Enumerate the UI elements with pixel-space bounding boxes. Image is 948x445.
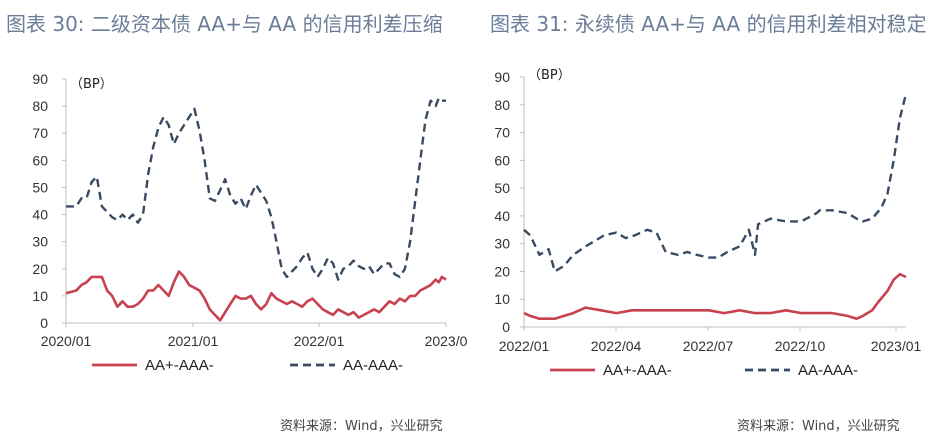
y-tick-label: 50: [494, 180, 510, 196]
y-tick-label: 50: [32, 179, 48, 195]
y-tick-label: 20: [494, 263, 510, 279]
y-tick-label: 0: [502, 319, 510, 335]
legend-label: AA+-AAA-: [603, 362, 672, 379]
y-tick-label: 40: [494, 208, 510, 224]
x-tick-label: 2022/07: [683, 338, 734, 354]
chart-left: 0 10 20 30 40 50 60 70 80 90 2020/01 2021/01 2022/01…: [32, 71, 467, 374]
x-tick-label: 2020/01: [41, 333, 92, 349]
series-line-aa: [66, 96, 446, 281]
series-line-aa: [523, 93, 908, 273]
y-tick-label: 80: [494, 97, 510, 113]
legend-label: AA+-AAA-: [145, 357, 214, 374]
y-tick-label: 60: [494, 152, 510, 168]
legend-label: AA-AAA-: [798, 362, 858, 379]
x-tick-label: 2023/01: [871, 338, 922, 354]
y-tick-label: 70: [494, 125, 510, 141]
x-tick-label: 2022/10: [775, 338, 826, 354]
chart-right: 0 10 20 30 40 50 60 70 80 90 2022/01 2022/04 2022/07…: [494, 68, 921, 379]
x-tick-label: 2022/04: [591, 338, 642, 354]
y-tick-label: 40: [32, 207, 48, 223]
series-line-aa-plus: [65, 270, 447, 322]
y-tick-label: 20: [32, 261, 48, 277]
y-tick-label: 30: [32, 234, 48, 250]
y-tick-label: 90: [494, 69, 510, 85]
y-tick-label: 80: [32, 98, 48, 114]
legend-label: AA-AAA-: [343, 357, 403, 374]
source-note-right: 资料来源：Wind，兴业研究: [737, 419, 900, 434]
x-tick-label: 2022/01: [499, 338, 550, 354]
y-unit-label: （BP）: [70, 77, 113, 92]
y-tick-label: 90: [32, 71, 48, 87]
x-tick-label: 2022/01: [294, 333, 345, 349]
chart-title-left: 图表 30: 二级资本债 AA+与 AA 的信用利差压缩: [6, 12, 443, 36]
y-tick-label: 70: [32, 125, 48, 141]
y-tick-label: 30: [494, 236, 510, 252]
y-tick-label: 10: [494, 291, 510, 307]
y-tick-label: 10: [32, 288, 48, 304]
x-tick-label: 2023/0: [425, 333, 468, 349]
x-tick-label: 2021/01: [168, 333, 219, 349]
y-tick-label: 0: [40, 315, 48, 331]
chart-title-right: 图表 31: 永续债 AA+与 AA 的信用利差相对稳定: [490, 12, 927, 36]
series-line-aa-plus: [523, 272, 907, 321]
y-unit-label: （BP）: [528, 68, 571, 83]
source-note-left: 资料来源：Wind，兴业研究: [280, 419, 443, 434]
y-tick-label: 60: [32, 152, 48, 168]
